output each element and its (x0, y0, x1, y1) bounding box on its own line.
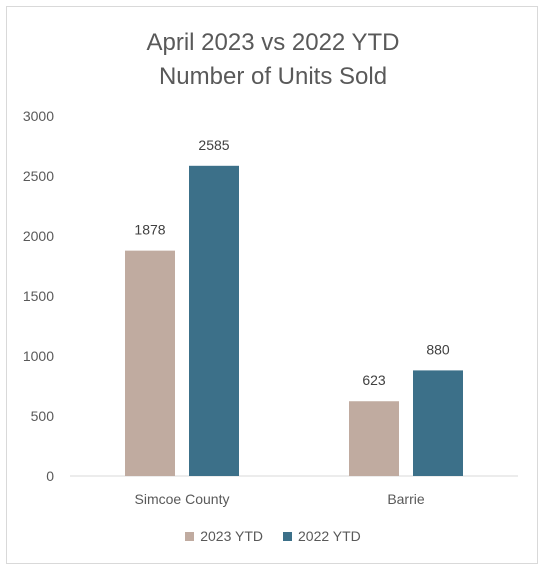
legend-item: 2023 YTD (185, 528, 263, 544)
legend-swatch (185, 531, 195, 541)
data-label: 623 (362, 372, 386, 388)
legend-swatch (283, 531, 292, 541)
bar-1-0 (189, 165, 239, 477)
y-tick-label: 1500 (23, 288, 54, 304)
legend-label: 2023 YTD (200, 528, 263, 544)
y-tick-label: 500 (31, 408, 55, 424)
bar-1-1 (413, 370, 463, 476)
chart-title: April 2023 vs 2022 YTD (146, 29, 400, 56)
y-tick-label: 3000 (23, 108, 54, 124)
x-tick-label: Barrie (387, 491, 425, 507)
chart-legend: 2023 YTD 2022 YTD (0, 528, 546, 544)
data-label: 1878 (134, 222, 165, 238)
legend-label: 2022 YTD (298, 528, 361, 544)
bar-0-0 (125, 250, 175, 476)
chart-subtitle: Number of Units Sold (158, 63, 388, 90)
y-tick-label: 1000 (23, 348, 54, 364)
y-tick-label: 0 (46, 468, 54, 484)
legend-item: 2022 YTD (283, 528, 361, 544)
data-label: 2585 (198, 137, 229, 153)
y-tick-label: 2500 (23, 168, 54, 184)
x-tick-label: Simcoe County (135, 491, 230, 507)
y-tick-label: 2000 (23, 228, 54, 244)
data-label: 880 (426, 341, 450, 357)
bar-0-1 (349, 401, 399, 476)
